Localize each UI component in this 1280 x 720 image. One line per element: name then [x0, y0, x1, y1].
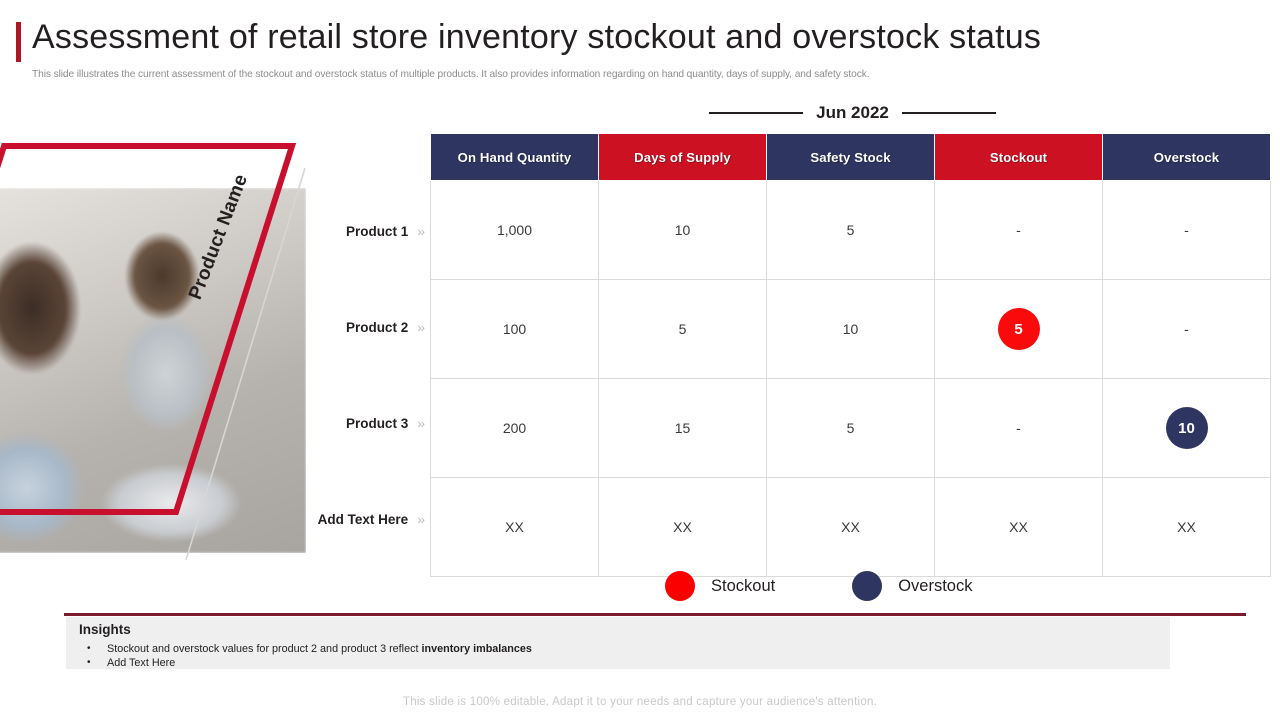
cell-stockout: -	[934, 378, 1103, 478]
page-title: Assessment of retail store inventory sto…	[32, 18, 1042, 56]
cell-safety-stock: 5	[766, 180, 935, 280]
legend-item-overstock: Overstock	[852, 571, 973, 601]
page-subtitle: This slide illustrates the current asses…	[32, 69, 870, 80]
overstock-badge: 10	[1165, 407, 1208, 449]
cell-on-hand-quantity: 200	[430, 378, 599, 478]
column-header-safety-stock[interactable]: Safety Stock	[766, 133, 935, 181]
title-accent-bar	[16, 22, 21, 62]
row-label-text: Product 2	[345, 319, 409, 335]
row-label-text: Add Text Here	[317, 511, 409, 527]
row-label-product-3: Product 3 »	[346, 375, 425, 471]
cell-overstock: -	[1102, 279, 1271, 379]
cell-stockout[interactable]: XX	[934, 477, 1103, 577]
legend-label: Overstock	[898, 576, 973, 595]
footer-note: This slide is 100% editable. Adapt it to…	[402, 696, 878, 708]
cell-days-of-supply: 10	[598, 180, 767, 280]
title-bar: Assessment of retail store inventory sto…	[16, 18, 1264, 64]
period-rule-right	[901, 112, 996, 114]
insights-heading: Insights	[79, 622, 131, 637]
insights-bullet-list: Stockout and overstock values for produc…	[79, 642, 532, 671]
row-label-product-1: Product 1 »	[346, 183, 425, 279]
insights-bullet-text: Add Text Here	[107, 656, 176, 669]
cell-overstock: 10	[1102, 378, 1271, 478]
insights-panel: Insights Stockout and overstock values f…	[66, 617, 1170, 669]
table-row: 200 15 5 - 10	[430, 378, 1271, 478]
cell-days-of-supply[interactable]: XX	[598, 477, 767, 577]
chevron-double-right-icon: »	[417, 319, 425, 335]
insights-bullet-text: Stockout and overstock values for produc…	[107, 643, 422, 655]
cell-stockout: -	[934, 180, 1103, 280]
stockout-legend-dot-icon	[665, 571, 695, 601]
legend-item-stockout: Stockout	[665, 571, 775, 601]
insights-bullet: Stockout and overstock values for produc…	[79, 642, 532, 657]
period-rule-left	[709, 112, 804, 114]
chevron-double-right-icon: »	[417, 415, 425, 431]
table-header-row: On Hand Quantity Days of Supply Safety S…	[430, 133, 1271, 181]
table-row: XX XX XX XX XX	[430, 477, 1271, 577]
photo-frame-parallelogram	[0, 140, 300, 518]
column-header-on-hand-quantity[interactable]: On Hand Quantity	[430, 133, 599, 181]
insights-bullet-emphasis: inventory imbalances	[421, 643, 532, 655]
column-header-stockout[interactable]: Stockout	[934, 133, 1103, 181]
cell-overstock[interactable]: XX	[1102, 477, 1271, 577]
cell-overstock: -	[1102, 180, 1271, 280]
column-header-overstock[interactable]: Overstock	[1102, 133, 1271, 181]
cell-on-hand-quantity[interactable]: XX	[430, 477, 599, 577]
cell-days-of-supply: 5	[598, 279, 767, 379]
stockout-badge: 5	[997, 308, 1040, 350]
inventory-status-table: On Hand Quantity Days of Supply Safety S…	[430, 133, 1271, 577]
insights-divider-rule	[64, 613, 1246, 616]
cell-on-hand-quantity: 100	[430, 279, 599, 379]
row-label-column: Product 1 » Product 2 » Product 3 » Add …	[250, 183, 425, 556]
row-label-add-text-here[interactable]: Add Text Here »	[318, 471, 425, 567]
legend-label: Stockout	[711, 576, 776, 595]
row-label-product-2: Product 2 »	[346, 279, 425, 375]
overstock-legend-dot-icon	[852, 571, 883, 601]
row-label-text: Product 3	[345, 415, 409, 431]
cell-days-of-supply: 15	[598, 378, 767, 478]
cell-on-hand-quantity: 1,000	[430, 180, 599, 280]
chevron-double-right-icon: »	[417, 511, 425, 527]
cell-safety-stock: 5	[766, 378, 935, 478]
cell-safety-stock[interactable]: XX	[766, 477, 935, 577]
legend: Stockout Overstock	[665, 570, 973, 602]
table-row: 1,000 10 5 - -	[430, 180, 1271, 280]
chevron-double-right-icon: »	[417, 223, 425, 239]
insights-bullet: Add Text Here	[79, 656, 532, 671]
table-row: 100 5 10 5 -	[430, 279, 1271, 379]
period-label: Jun 2022	[816, 103, 889, 122]
cell-safety-stock: 10	[766, 279, 935, 379]
cell-stockout: 5	[934, 279, 1103, 379]
row-label-text: Product 1	[345, 223, 409, 239]
column-header-days-of-supply[interactable]: Days of Supply	[598, 133, 767, 181]
period-heading: Jun 2022	[680, 101, 1025, 125]
